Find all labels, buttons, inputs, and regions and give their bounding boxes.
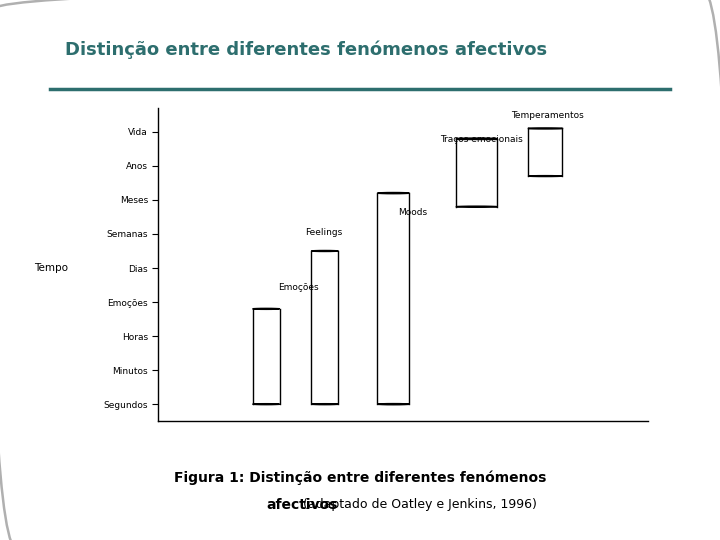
Bar: [528, 129, 562, 176]
Ellipse shape: [377, 403, 409, 405]
Ellipse shape: [377, 192, 409, 194]
Text: (adaptado de Oatley e Jenkins, 1996): (adaptado de Oatley e Jenkins, 1996): [299, 498, 536, 511]
Text: Emoções: Emoções: [279, 283, 319, 292]
Text: Tempo: Tempo: [34, 263, 68, 273]
Bar: [311, 251, 338, 404]
Text: Temperamentos: Temperamentos: [511, 111, 584, 120]
Text: Moods: Moods: [398, 208, 428, 217]
Ellipse shape: [312, 251, 338, 252]
Text: Figura 1: Distinção entre diferentes fenómenos: Figura 1: Distinção entre diferentes fen…: [174, 471, 546, 485]
Ellipse shape: [456, 138, 498, 139]
Text: Distinção entre diferentes fenómenos afectivos: Distinção entre diferentes fenómenos afe…: [65, 40, 547, 59]
Bar: [253, 309, 279, 404]
Text: Feelings: Feelings: [305, 228, 343, 238]
Bar: [456, 139, 498, 207]
Text: afectivos: afectivos: [266, 498, 338, 512]
Ellipse shape: [528, 176, 562, 177]
Ellipse shape: [253, 308, 279, 309]
Bar: [377, 193, 409, 404]
Text: Traços emocionais: Traços emocionais: [440, 135, 523, 144]
Ellipse shape: [456, 206, 498, 207]
Ellipse shape: [528, 128, 562, 129]
